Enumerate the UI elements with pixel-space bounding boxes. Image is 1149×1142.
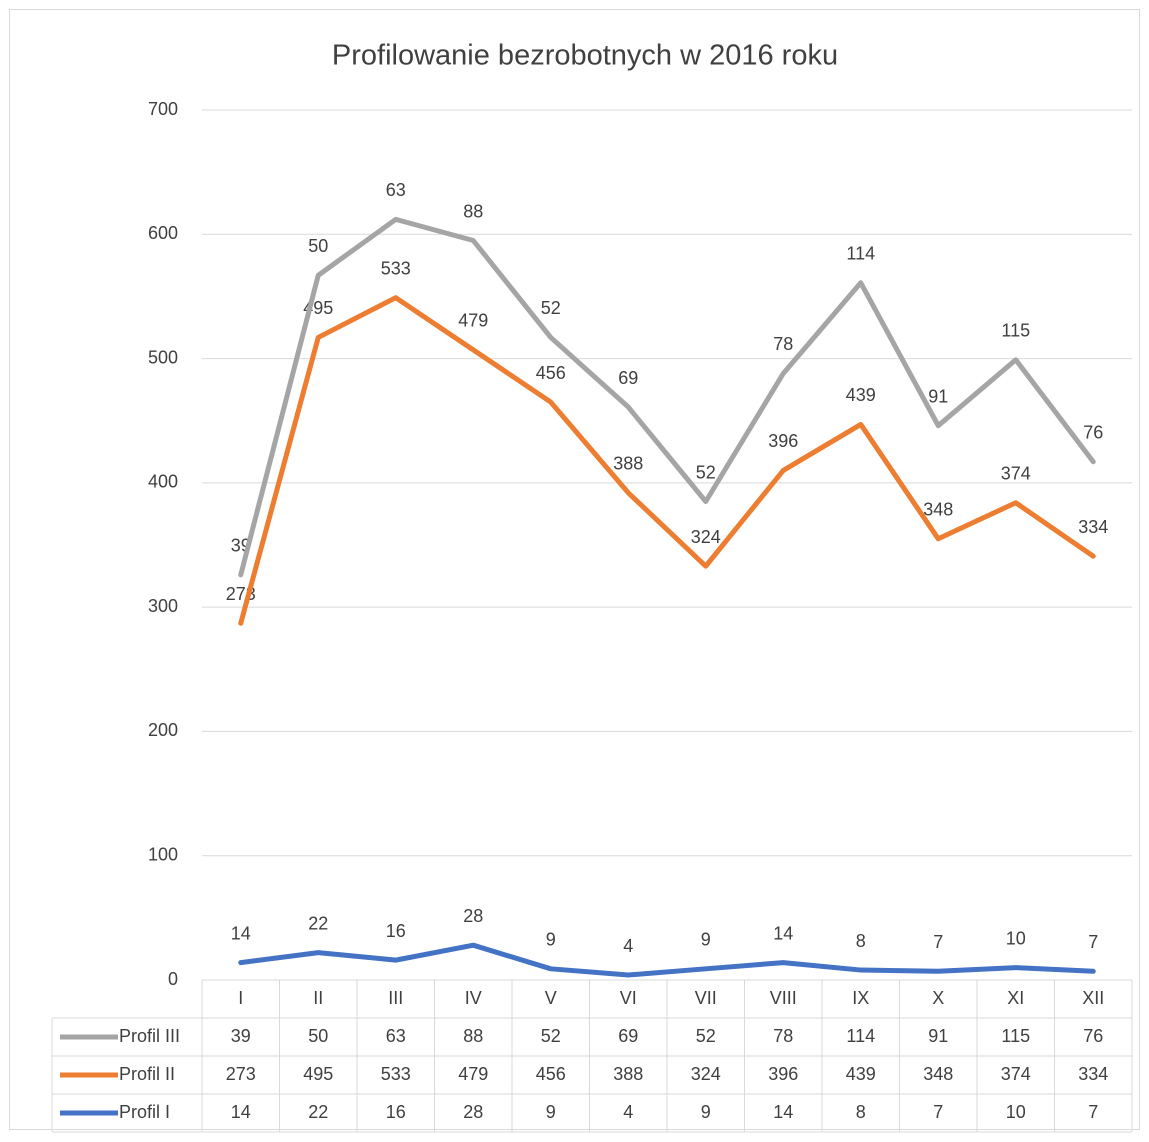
data-label: 8 xyxy=(856,931,866,951)
chart-title: Profilowanie bezrobotnych w 2016 roku xyxy=(332,40,838,72)
table-cell: 479 xyxy=(458,1064,488,1084)
data-label: 374 xyxy=(1001,463,1031,483)
table-cell: 9 xyxy=(701,1102,711,1122)
data-label: 9 xyxy=(701,930,711,950)
table-cell: 115 xyxy=(1001,1026,1030,1046)
x-tick-label: VIII xyxy=(770,988,797,1008)
table-cell: 16 xyxy=(386,1102,406,1122)
table-cell: 10 xyxy=(1006,1102,1026,1122)
data-label: 76 xyxy=(1083,422,1103,442)
x-tick-label: XII xyxy=(1082,988,1104,1008)
data-label: 52 xyxy=(541,298,561,318)
table-cell: 14 xyxy=(231,1102,251,1122)
x-tick-label: III xyxy=(388,988,403,1008)
x-tick-label: X xyxy=(932,988,944,1008)
data-label: 63 xyxy=(386,180,406,200)
x-tick-label: V xyxy=(545,988,557,1008)
table-cell: 69 xyxy=(618,1026,638,1046)
table-cell: 88 xyxy=(463,1026,483,1046)
data-label: 334 xyxy=(1078,517,1108,537)
x-tick-label: I xyxy=(238,988,243,1008)
x-tick-label: IX xyxy=(852,988,869,1008)
table-cell: 78 xyxy=(773,1026,793,1046)
table-cell: 4 xyxy=(623,1102,633,1122)
y-tick-label: 200 xyxy=(148,720,178,740)
legend-label: Profil I xyxy=(119,1102,170,1122)
table-cell: 388 xyxy=(613,1064,643,1084)
table-cell: 22 xyxy=(308,1102,328,1122)
table-cell: 8 xyxy=(856,1102,866,1122)
table-cell: 396 xyxy=(768,1064,798,1084)
data-label: 533 xyxy=(381,258,411,278)
data-label: 479 xyxy=(458,311,488,331)
table-cell: 324 xyxy=(691,1064,721,1084)
series-line xyxy=(238,942,1096,978)
table-cell: 374 xyxy=(1001,1064,1031,1084)
table-cell: 76 xyxy=(1083,1026,1103,1046)
data-label: 4 xyxy=(623,936,633,956)
y-tick-label: 100 xyxy=(148,844,178,864)
data-label: 115 xyxy=(1001,321,1030,341)
x-tick-label: VI xyxy=(620,988,637,1008)
y-tick-label: 0 xyxy=(168,969,178,989)
legend-label: Profil II xyxy=(119,1064,175,1084)
y-tick-label: 600 xyxy=(148,223,178,243)
data-label: 114 xyxy=(846,244,875,264)
data-label: 439 xyxy=(846,385,876,405)
data-label: 396 xyxy=(768,431,798,451)
table-cell: 348 xyxy=(923,1064,953,1084)
y-tick-label: 500 xyxy=(148,347,178,367)
data-label: 69 xyxy=(618,368,638,388)
data-label: 16 xyxy=(386,921,406,941)
data-label: 388 xyxy=(613,454,643,474)
data-label: 88 xyxy=(463,201,483,221)
table-cell: 533 xyxy=(381,1064,411,1084)
data-label: 9 xyxy=(546,930,556,950)
series-line xyxy=(238,295,1096,626)
table-cell: 273 xyxy=(226,1064,256,1084)
data-label: 14 xyxy=(231,923,251,943)
y-tick-label: 300 xyxy=(148,596,178,616)
table-cell: 334 xyxy=(1078,1064,1108,1084)
table-cell: 439 xyxy=(846,1064,876,1084)
data-label: 7 xyxy=(933,932,943,952)
y-tick-label: 700 xyxy=(148,99,178,119)
data-label: 22 xyxy=(308,913,328,933)
data-label: 10 xyxy=(1006,928,1026,948)
x-tick-label: IV xyxy=(465,988,482,1008)
x-tick-label: II xyxy=(313,988,323,1008)
table-cell: 7 xyxy=(933,1102,943,1122)
data-label: 50 xyxy=(308,236,328,256)
series-line xyxy=(238,216,1096,578)
table-cell: 456 xyxy=(536,1064,566,1084)
data-label: 14 xyxy=(773,923,793,943)
table-cell: 50 xyxy=(308,1026,328,1046)
data-label: 456 xyxy=(536,363,566,383)
table-cell: 63 xyxy=(386,1026,406,1046)
y-tick-label: 400 xyxy=(148,472,178,492)
table-cell: 52 xyxy=(696,1026,716,1046)
data-label: 7 xyxy=(1088,932,1098,952)
data-label: 91 xyxy=(928,386,948,406)
data-label: 324 xyxy=(691,527,721,547)
x-tick-label: VII xyxy=(695,988,717,1008)
table-cell: 52 xyxy=(541,1026,561,1046)
x-tick-label: XI xyxy=(1007,988,1024,1008)
chart-frame xyxy=(9,9,1140,1130)
data-label: 78 xyxy=(773,334,793,354)
table-cell: 7 xyxy=(1088,1102,1098,1122)
table-cell: 9 xyxy=(546,1102,556,1122)
data-label: 28 xyxy=(463,906,483,926)
table-cell: 114 xyxy=(846,1026,875,1046)
table-cell: 39 xyxy=(231,1026,251,1046)
table-cell: 14 xyxy=(773,1102,793,1122)
data-label: 52 xyxy=(696,462,716,482)
table-cell: 28 xyxy=(463,1102,483,1122)
table-cell: 495 xyxy=(303,1064,333,1084)
table-cell: 91 xyxy=(928,1026,948,1046)
legend-label: Profil III xyxy=(119,1026,180,1046)
data-label: 348 xyxy=(923,500,953,520)
